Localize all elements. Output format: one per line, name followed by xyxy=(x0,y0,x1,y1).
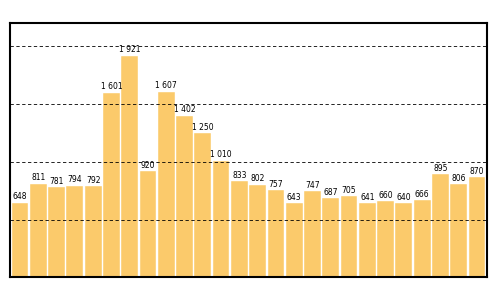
Bar xyxy=(304,191,321,277)
Text: 870: 870 xyxy=(470,166,484,175)
Bar xyxy=(377,201,394,277)
Text: 802: 802 xyxy=(250,174,265,183)
Text: 1 250: 1 250 xyxy=(192,123,214,132)
Bar xyxy=(432,174,449,277)
Text: 1 601: 1 601 xyxy=(100,82,122,91)
Bar xyxy=(359,204,376,277)
Bar xyxy=(176,116,193,277)
Bar xyxy=(286,203,303,277)
Bar xyxy=(414,201,430,277)
Text: 920: 920 xyxy=(141,161,155,170)
Text: 687: 687 xyxy=(324,188,338,197)
Text: 794: 794 xyxy=(68,175,82,184)
Text: 1 607: 1 607 xyxy=(156,81,177,91)
Bar xyxy=(103,93,120,277)
Bar xyxy=(249,185,266,277)
Bar xyxy=(323,198,339,277)
Text: 1 921: 1 921 xyxy=(119,45,141,54)
Text: 792: 792 xyxy=(86,175,100,185)
Text: 747: 747 xyxy=(305,181,320,190)
Bar xyxy=(48,187,65,277)
Bar xyxy=(231,181,248,277)
Text: 666: 666 xyxy=(415,190,429,199)
Text: 660: 660 xyxy=(378,191,393,200)
Bar xyxy=(11,203,28,277)
Text: 705: 705 xyxy=(342,186,356,194)
Bar xyxy=(194,133,211,277)
Bar xyxy=(213,161,230,277)
Bar xyxy=(469,177,486,277)
Text: 640: 640 xyxy=(397,193,411,202)
Bar xyxy=(121,55,138,277)
Text: 806: 806 xyxy=(451,174,466,183)
Text: 833: 833 xyxy=(232,171,247,180)
Text: 757: 757 xyxy=(268,180,283,189)
Text: 895: 895 xyxy=(433,164,448,173)
Bar xyxy=(140,171,157,277)
Text: 1 010: 1 010 xyxy=(210,150,232,159)
Bar xyxy=(84,186,101,277)
Text: 641: 641 xyxy=(360,193,375,202)
Bar xyxy=(158,92,174,277)
Bar xyxy=(450,184,467,277)
Text: 781: 781 xyxy=(49,177,64,186)
Text: 648: 648 xyxy=(13,192,27,201)
Text: 1 402: 1 402 xyxy=(174,105,195,114)
Bar xyxy=(267,190,284,277)
Bar xyxy=(396,204,413,277)
Bar xyxy=(67,186,83,277)
Text: 643: 643 xyxy=(287,193,302,202)
Text: 811: 811 xyxy=(31,173,45,182)
Bar xyxy=(30,184,47,277)
Bar xyxy=(340,196,357,277)
